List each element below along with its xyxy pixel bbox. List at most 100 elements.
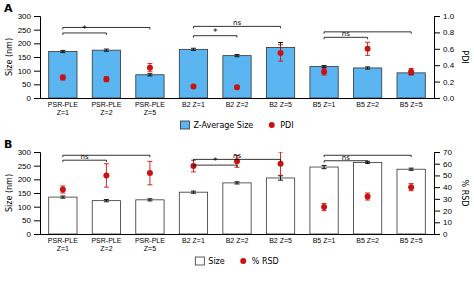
annotation: ns — [81, 153, 89, 161]
tick: 0.0 — [434, 94, 455, 103]
tick-mark — [34, 220, 40, 221]
y2-axis: 0.00.20.40.60.81.0 — [434, 12, 455, 103]
tick-label: PSR-PLEZ=5 — [135, 101, 165, 116]
error-bar — [365, 42, 370, 55]
bar — [397, 73, 425, 98]
point — [147, 170, 153, 176]
tick-mark — [34, 43, 40, 44]
tick: 250 — [18, 26, 40, 35]
axis-line — [435, 153, 441, 235]
tick: 150 — [18, 189, 40, 198]
panel-label: A — [4, 2, 13, 15]
bar — [397, 169, 425, 234]
tick-label: 100 — [18, 203, 32, 212]
y-axis-title: Size (nm) — [5, 174, 14, 212]
axis-line — [41, 98, 435, 99]
tick-label: 0.2 — [443, 78, 455, 87]
x-axis: PSR-PLEZ=1PSR-PLEZ=2PSR-PLEZ=5B2 Z=1B2 Z… — [41, 99, 435, 116]
tick: 150 — [18, 53, 40, 62]
point — [365, 194, 371, 200]
tick-label: B5 Z=1 — [313, 237, 336, 244]
error-bar — [322, 204, 327, 211]
bar — [310, 167, 338, 234]
tick-label-line: PSR-PLE — [91, 101, 121, 108]
axis-line — [34, 153, 41, 235]
legend-item: % RSD — [240, 257, 278, 266]
tick-label-line: B5 Z=1 — [313, 237, 336, 244]
tick-mark — [434, 199, 440, 200]
tick: B2 Z=2 — [226, 101, 249, 108]
tick: B5 Z=2 — [356, 101, 379, 108]
point — [60, 186, 66, 192]
tick: 50 — [434, 171, 452, 180]
tick-label-line: PSR-PLE — [135, 237, 165, 244]
annotation: ns — [233, 19, 241, 27]
bar — [92, 50, 120, 98]
legend-swatch — [180, 121, 189, 129]
annotation: * — [82, 24, 87, 34]
error-bar — [278, 45, 283, 61]
y2-axis-title: % RSD — [460, 180, 469, 207]
bar — [49, 52, 77, 98]
bar — [353, 68, 381, 98]
error-bar — [191, 191, 196, 193]
tick-label: B5 Z=2 — [356, 237, 379, 244]
bar — [92, 201, 120, 234]
panel-label: B — [4, 138, 12, 151]
tick: B2 Z=5 — [269, 101, 292, 108]
tick-mark — [34, 71, 40, 72]
bar — [310, 67, 338, 98]
tick-label: 200 — [18, 39, 32, 48]
error-bar — [235, 55, 240, 57]
annotations: **nsns — [63, 19, 411, 39]
error-bar — [235, 182, 240, 184]
tick-label: 0.0 — [443, 94, 455, 103]
tick: 0 — [27, 230, 40, 239]
tick-mark — [34, 234, 40, 235]
tick-label: B5 Z=1 — [313, 101, 336, 108]
tick: 200 — [18, 175, 40, 184]
bar — [179, 49, 207, 98]
bar — [136, 200, 164, 234]
tick-label-line: B5 Z=5 — [400, 237, 423, 244]
tick-mark — [434, 234, 440, 235]
tick-label: 150 — [18, 189, 32, 198]
error-bar — [104, 77, 109, 82]
error-bar — [322, 65, 327, 67]
tick-label: 20 — [443, 207, 452, 216]
tick: 250 — [18, 162, 40, 171]
tick-label: 70 — [443, 148, 452, 157]
y2-axis-title: PDI — [460, 50, 469, 63]
tick-label-line: B2 Z=5 — [269, 237, 292, 244]
tick-mark — [34, 98, 40, 99]
tick-label: 150 — [18, 53, 32, 62]
bracket — [324, 32, 411, 34]
tick: 0.2 — [434, 78, 455, 87]
tick-label: 300 — [18, 148, 32, 157]
tick-label: B2 Z=5 — [269, 237, 292, 244]
tick-label: PSR-PLEZ=1 — [48, 237, 78, 252]
point — [147, 65, 153, 71]
y-axis-title: Size (nm) — [5, 38, 14, 76]
series — [60, 152, 414, 211]
tick-mark — [34, 16, 40, 17]
tick-mark — [434, 32, 440, 33]
tick: B2 Z=5 — [269, 237, 292, 244]
annotation: ns — [233, 152, 241, 160]
error-bar — [409, 184, 414, 191]
legend-item: Z-Average Size — [180, 121, 253, 130]
bracket — [324, 155, 411, 157]
tick-label: PSR-PLEZ=5 — [135, 237, 165, 252]
error-bar — [409, 68, 414, 75]
error-bar — [322, 68, 327, 75]
tick-mark — [434, 164, 440, 165]
error-bar — [60, 196, 65, 198]
point — [234, 84, 240, 90]
tick-mark — [434, 211, 440, 212]
tick-label: PSR-PLEZ=2 — [91, 237, 121, 252]
tick: 0.8 — [434, 28, 455, 37]
error-bar — [409, 168, 414, 170]
error-bar — [322, 165, 327, 168]
legend: Z-Average SizePDI — [180, 121, 293, 130]
tick-label: B2 Z=2 — [226, 101, 249, 108]
